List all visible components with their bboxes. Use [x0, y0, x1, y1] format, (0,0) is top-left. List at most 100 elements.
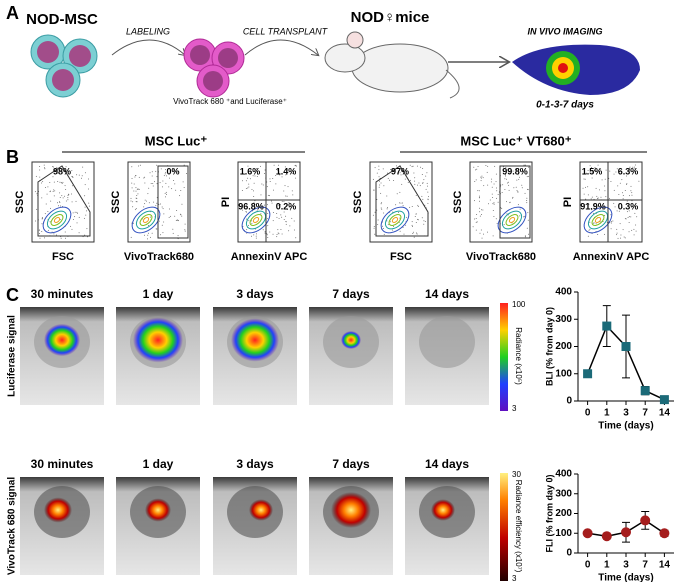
event-dot [281, 200, 283, 202]
event-dot [71, 228, 73, 230]
event-dot [172, 232, 174, 234]
event-dot [287, 208, 289, 210]
event-dot [62, 197, 64, 199]
density-contour [508, 217, 516, 223]
event-dot [412, 233, 414, 235]
schedule-label: 0-1-3-7 days [536, 100, 594, 111]
event-dot [132, 222, 134, 224]
event-dot [278, 233, 280, 235]
event-dot [416, 184, 418, 186]
density-contour [587, 210, 609, 230]
event-dot [143, 206, 145, 208]
event-dot [614, 206, 616, 208]
event-dot [425, 188, 427, 190]
event-dot [626, 211, 628, 213]
event-dot [622, 195, 624, 197]
event-dot [262, 229, 264, 231]
event-dot [151, 175, 153, 177]
event-dot [68, 193, 70, 195]
density-contour [583, 206, 613, 234]
event-dot [255, 168, 257, 170]
event-dot [407, 182, 409, 184]
x-tick-label: 0 [585, 560, 591, 571]
event-dot [376, 172, 378, 174]
event-dot [527, 175, 529, 177]
signal [231, 318, 279, 362]
event-dot [506, 213, 508, 215]
event-dot [65, 200, 67, 202]
event-dot [629, 170, 631, 172]
event-dot [240, 207, 242, 209]
event-dot [604, 215, 606, 217]
event-dot [616, 234, 618, 236]
event-dot [245, 218, 247, 220]
event-dot [416, 165, 418, 167]
event-dot [255, 237, 257, 239]
event-dot [72, 212, 74, 214]
event-dot [516, 190, 518, 192]
event-dot [472, 226, 474, 228]
event-dot [241, 189, 243, 191]
event-dot [186, 172, 188, 174]
event-dot [173, 179, 175, 181]
event-dot [417, 218, 419, 220]
event-dot [628, 210, 630, 212]
event-dot [475, 221, 477, 223]
event-dot [264, 232, 266, 234]
event-dot [136, 188, 138, 190]
event-dot [409, 206, 411, 208]
event-dot [165, 193, 167, 195]
x-tick-label: 3 [623, 560, 629, 571]
event-dot [134, 209, 136, 211]
event-dot [474, 200, 476, 202]
event-dot [378, 165, 380, 167]
event-dot [506, 178, 508, 180]
event-dot [136, 195, 138, 197]
event-dot [490, 181, 492, 183]
event-dot [493, 203, 495, 205]
time-label: 30 minutes [31, 457, 94, 471]
event-dot [252, 175, 254, 177]
event-dot [65, 188, 67, 190]
event-dot [272, 211, 274, 213]
event-dot [488, 203, 490, 205]
event-dot [481, 214, 483, 216]
event-dot [622, 198, 624, 200]
source-label: NOD-MSC [26, 11, 98, 28]
event-dot [271, 202, 273, 204]
event-dot [628, 216, 630, 218]
gate-percent: 91.9% [580, 201, 606, 211]
event-dot [75, 200, 77, 202]
event-dot [59, 171, 61, 173]
event-dot [633, 228, 635, 230]
marker [602, 321, 612, 331]
event-dot [168, 177, 170, 179]
event-dot [423, 179, 425, 181]
event-dot [40, 182, 42, 184]
event-dot [597, 197, 599, 199]
event-dot [591, 177, 593, 179]
x-tick-label: 3 [623, 408, 629, 419]
event-dot [526, 176, 528, 178]
step-label: CELL TRANSPLANT [243, 26, 329, 36]
event-dot [281, 176, 283, 178]
event-dot [412, 231, 414, 233]
y-tick-label: 400 [555, 469, 572, 480]
event-dot [53, 166, 55, 168]
event-dot [173, 170, 175, 172]
event-dot [512, 197, 514, 199]
imaging-label: IN VIVO IMAGING [527, 26, 602, 36]
event-dot [283, 200, 285, 202]
event-dot [393, 225, 395, 227]
event-dot [423, 220, 425, 222]
event-dot [524, 164, 526, 166]
event-dot [49, 221, 51, 223]
y-tick-label: 300 [555, 488, 572, 499]
event-dot [183, 164, 185, 166]
event-dot [251, 189, 253, 191]
event-dot [479, 215, 481, 217]
event-dot [617, 237, 619, 239]
event-dot [595, 223, 597, 225]
event-dot [47, 210, 49, 212]
